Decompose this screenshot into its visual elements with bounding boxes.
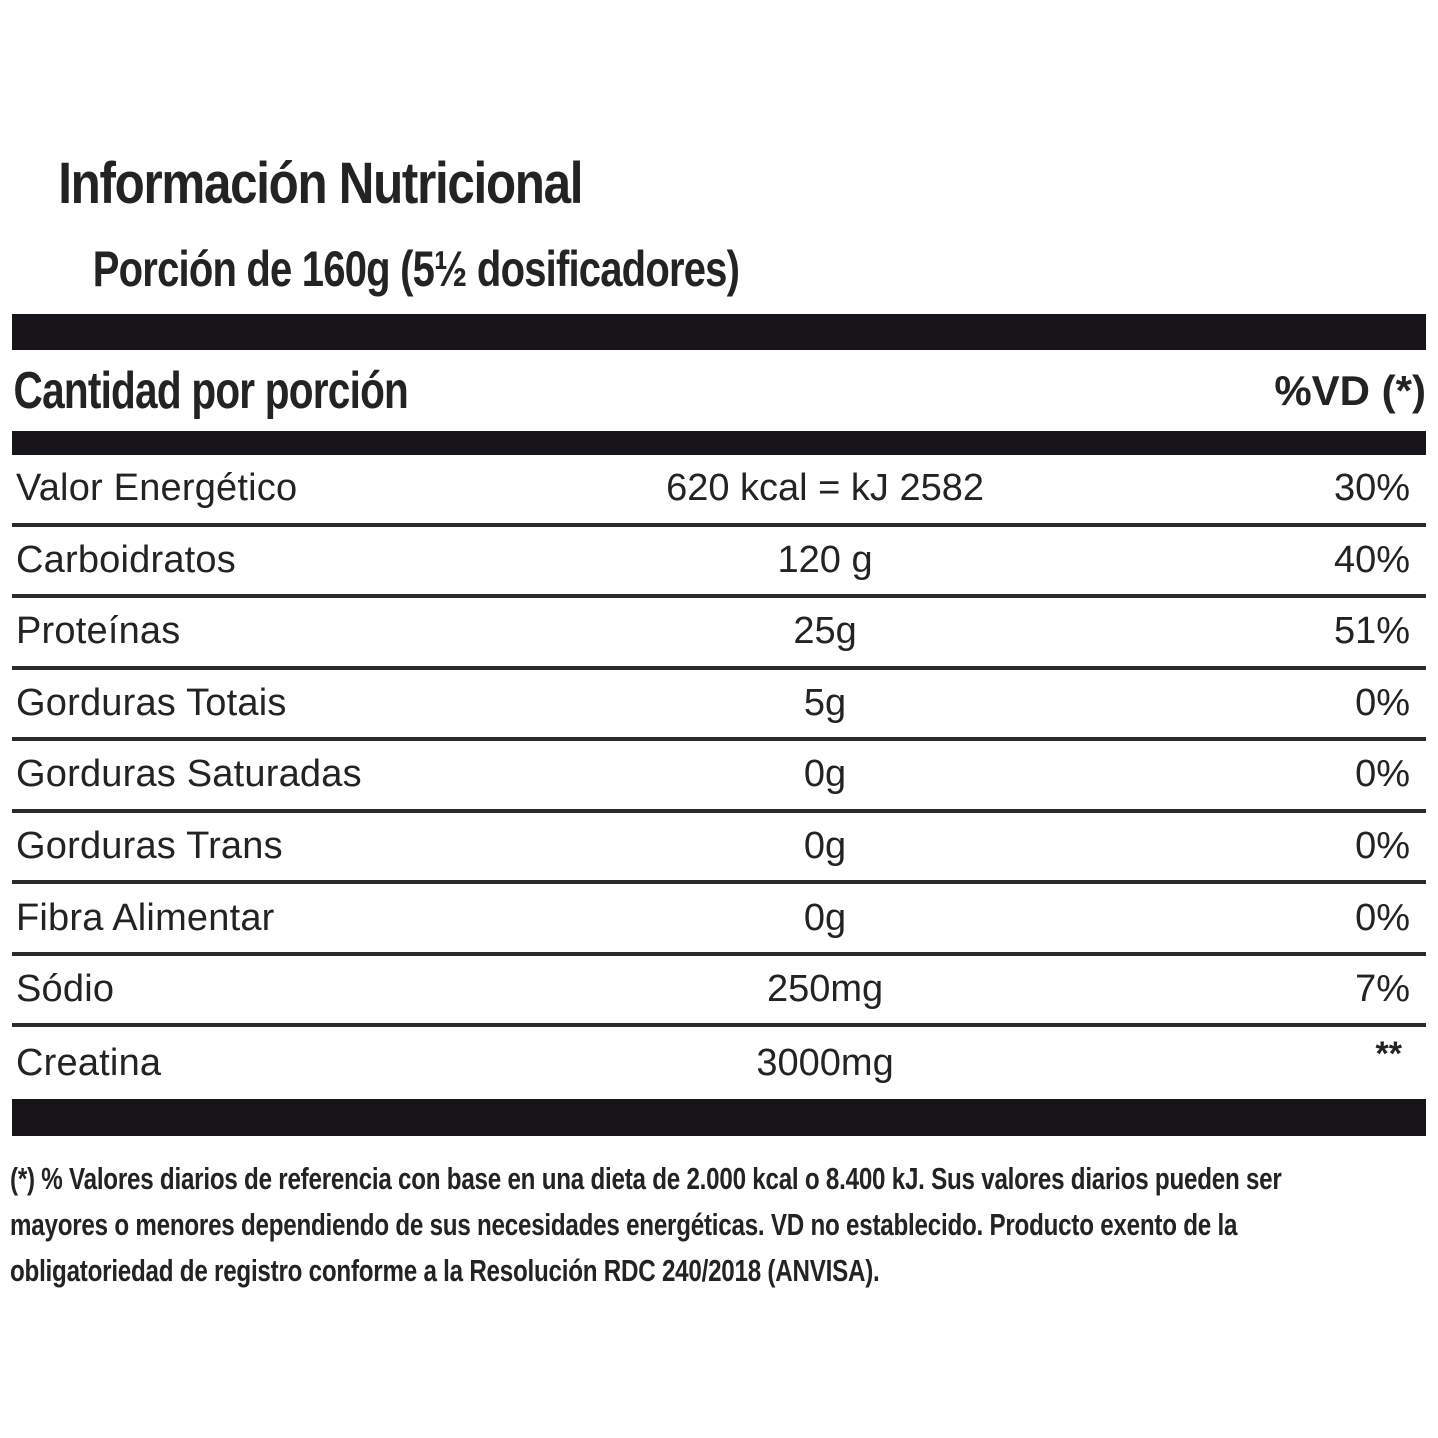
nutrient-dv: 0% xyxy=(1355,825,1410,868)
serving-size: Porción de 160g (5½ dosificadores) xyxy=(92,241,740,297)
table-row: Proteínas 25g 51% xyxy=(12,598,1426,670)
table-row: Valor Energético 620 kcal = kJ 2582 30% xyxy=(12,455,1426,527)
nutrient-dv: 30% xyxy=(1333,467,1410,510)
table-header-row: Cantidad por porción %VD (*) xyxy=(12,350,1426,431)
amount-per-serving-heading: Cantidad por porción xyxy=(13,361,409,420)
nutrient-dv: 51% xyxy=(1333,610,1410,653)
table-row: Creatina 3000mg ** xyxy=(12,1027,1426,1099)
nutrient-name: Sódio xyxy=(16,968,115,1011)
nutrient-amount: 25g xyxy=(793,610,857,653)
table-row: Fibra Alimentar 0g 0% xyxy=(12,884,1426,956)
footnote-line: obligatoriedad de registro conforme a la… xyxy=(10,1253,880,1288)
nutrient-dv: ** xyxy=(1375,1035,1402,1074)
table-row: Gorduras Saturadas 0g 0% xyxy=(12,741,1426,813)
nutrient-dv: 0% xyxy=(1355,681,1410,724)
table-row: Sódio 250mg 7% xyxy=(12,956,1426,1028)
nutrient-amount: 0g xyxy=(803,896,847,939)
nutrient-name: Gorduras Saturadas xyxy=(16,753,362,796)
footnote: (*) % Valores diarios de referencia con … xyxy=(10,1156,1282,1294)
footnote-line: (*) % Valores diarios de referencia con … xyxy=(10,1161,1282,1196)
header-divider-bar xyxy=(12,431,1426,455)
nutrient-amount: 120 g xyxy=(777,538,873,581)
nutrient-amount: 250mg xyxy=(766,968,884,1011)
footnote-line: mayores o menores dependiendo de sus nec… xyxy=(10,1207,1238,1242)
table-row: Gorduras Trans 0g 0% xyxy=(12,813,1426,885)
table-row: Gorduras Totais 5g 0% xyxy=(12,670,1426,742)
nutrient-name: Fibra Alimentar xyxy=(16,896,275,939)
nutrient-name: Valor Energético xyxy=(16,467,298,510)
table-row: Carboidratos 120 g 40% xyxy=(12,527,1426,599)
nutrient-name: Carboidratos xyxy=(16,538,236,581)
nutrient-name: Proteínas xyxy=(16,610,181,653)
nutrient-table: Valor Energético 620 kcal = kJ 2582 30% … xyxy=(12,455,1426,1099)
nutrient-dv: 40% xyxy=(1333,538,1410,581)
daily-value-heading: %VD (*) xyxy=(1274,366,1426,414)
nutrient-dv: 7% xyxy=(1355,968,1410,1011)
nutrient-name: Creatina xyxy=(16,1041,162,1084)
nutrient-dv: 0% xyxy=(1355,896,1410,939)
nutrient-name: Gorduras Trans xyxy=(16,825,283,868)
nutrient-name: Gorduras Totais xyxy=(16,681,287,724)
top-divider-bar xyxy=(12,314,1426,350)
nutrient-amount: 3000mg xyxy=(756,1041,894,1084)
nutrient-amount: 0g xyxy=(803,753,847,796)
label-title: Información Nutricional xyxy=(58,151,583,216)
bottom-divider-bar xyxy=(12,1099,1426,1136)
nutrient-dv: 0% xyxy=(1355,753,1410,796)
nutrient-amount: 0g xyxy=(803,825,847,868)
nutrient-amount: 620 kcal = kJ 2582 xyxy=(666,467,985,510)
nutrient-amount: 5g xyxy=(803,681,847,724)
